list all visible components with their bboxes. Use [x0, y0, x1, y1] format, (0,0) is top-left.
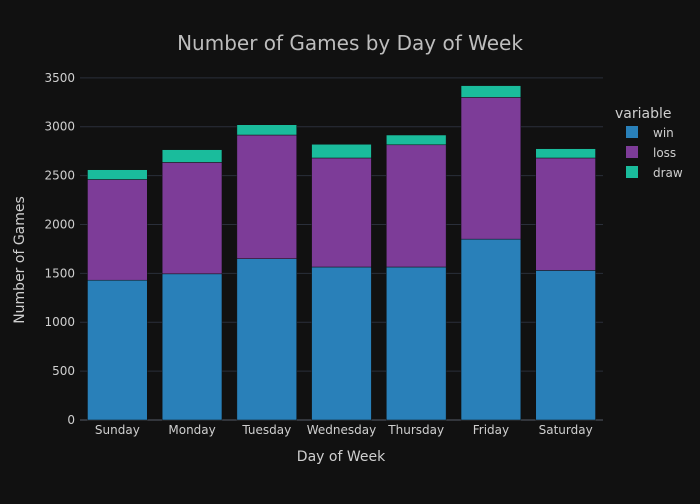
bar-loss	[535, 157, 596, 271]
bar-loss	[87, 179, 148, 281]
x-tick-label: Friday	[473, 423, 509, 437]
legend-swatch-loss	[626, 146, 638, 158]
bar-draw	[87, 169, 148, 180]
y-tick-label: 2500	[44, 169, 75, 183]
bar-draw	[236, 124, 297, 136]
x-tick-labels: Sunday Monday Tuesday Wednesday Thursday Frid…	[95, 423, 593, 437]
legend-label-win: win	[653, 126, 674, 140]
legend-label-loss: loss	[653, 146, 676, 160]
bar-loss	[311, 157, 372, 268]
x-tick-label: Sunday	[95, 423, 140, 437]
bar-win	[87, 279, 148, 421]
y-tick-label: 3000	[44, 120, 75, 134]
x-tick-label: Tuesday	[241, 423, 291, 437]
legend: variable win loss draw	[615, 106, 683, 180]
bar-win	[535, 270, 596, 421]
bar-win	[386, 266, 447, 421]
bar-loss	[236, 134, 297, 259]
y-tick-label: 2000	[44, 217, 75, 231]
legend-swatch-win	[626, 126, 638, 138]
y-axis-label: Number of Games	[12, 196, 28, 324]
x-axis-label: Day of Week	[297, 449, 386, 465]
chart-title: Number of Games by Day of Week	[177, 31, 523, 55]
x-tick-label: Thursday	[387, 423, 444, 437]
bar-win	[161, 273, 223, 421]
bar-draw	[161, 149, 223, 163]
y-tick-label: 1000	[44, 315, 75, 329]
y-tick-label: 500	[52, 364, 75, 378]
legend-label-draw: draw	[653, 166, 683, 180]
x-tick-label: Saturday	[539, 423, 593, 437]
bar-win	[311, 266, 372, 421]
x-tick-label: Wednesday	[307, 423, 376, 437]
bar-draw	[386, 134, 447, 146]
bar-draw	[311, 144, 372, 159]
bar-draw	[460, 85, 522, 98]
x-tick-label: Monday	[168, 423, 215, 437]
bars	[87, 85, 596, 421]
legend-swatch-draw	[626, 166, 638, 178]
y-tick-label: 1500	[44, 266, 75, 280]
bar-loss	[386, 144, 447, 268]
y-tick-label: 0	[67, 413, 75, 427]
y-tick-label: 3500	[44, 71, 75, 85]
bar-win	[236, 258, 297, 421]
bar-draw	[535, 148, 596, 159]
bar-loss	[460, 97, 522, 240]
legend-title: variable	[615, 106, 671, 122]
bar-loss	[161, 162, 223, 275]
y-tick-labels: 0 500 1000 1500 2000 2500 3000 3500	[44, 71, 75, 427]
bar-win	[460, 238, 522, 421]
